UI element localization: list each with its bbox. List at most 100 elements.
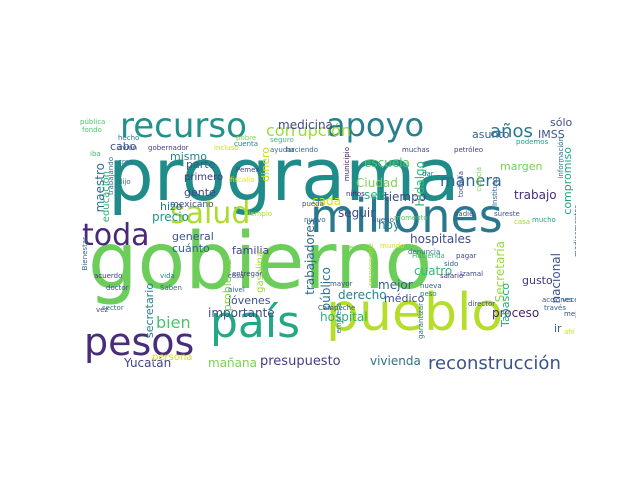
cloud-word: pesos — [84, 320, 195, 364]
cloud-word: hoy — [378, 218, 401, 232]
cloud-word: podemos — [516, 138, 549, 146]
cloud-word: entregar — [232, 270, 263, 278]
cloud-word: Izamal — [460, 270, 484, 278]
cloud-word: tiempo — [384, 190, 427, 204]
cloud-word: proceso — [492, 306, 540, 320]
cloud-word: asunto — [472, 128, 510, 141]
cloud-word: acciones — [542, 296, 573, 304]
cloud-word: ejemplo — [244, 210, 273, 218]
cloud-word: cuánto — [172, 242, 210, 255]
cloud-word: mundo — [380, 242, 405, 250]
cloud-word: casa — [514, 218, 531, 226]
cloud-word: trabajadores — [303, 219, 317, 295]
cloud-word: mexicano — [170, 200, 214, 210]
cloud-word: seis — [364, 188, 388, 202]
cloud-word: programa — [108, 133, 460, 217]
cloud-word: vivienda — [370, 354, 421, 368]
cloud-word: iba — [90, 150, 101, 158]
cloud-word: información — [557, 137, 565, 179]
cloud-word: sureste — [494, 210, 520, 218]
cloud-word: momento — [394, 214, 428, 222]
cloud-word: atención — [342, 244, 373, 252]
cloud-word: sector — [102, 304, 124, 312]
cloud-word: cuatro — [414, 264, 453, 278]
cloud-word: seguro — [270, 136, 294, 144]
cloud-word: manera — [440, 171, 502, 190]
cloud-word: Saben — [160, 284, 182, 292]
cloud-word: niños — [346, 190, 365, 198]
cloud-word: denuncia — [408, 248, 441, 256]
cloud-word: responsable — [367, 243, 375, 286]
cloud-word: muchas — [402, 146, 430, 154]
cloud-word: nueva — [420, 282, 442, 290]
cloud-word: ciencia — [475, 167, 483, 192]
cloud-word: haciendo — [286, 146, 318, 154]
cloud-word: vida — [160, 272, 175, 280]
cloud-word: ir — [554, 322, 562, 335]
cloud-word: pueblo — [326, 283, 504, 343]
cloud-word: dar — [422, 170, 434, 178]
cloud-word: mucho — [532, 216, 556, 224]
cloud-word: general — [172, 230, 214, 243]
cloud-word: mayor — [330, 280, 353, 288]
cloud-word: reconstrucción — [428, 353, 561, 372]
cloud-word: Yucatán — [124, 356, 172, 370]
cloud-word: seguir — [338, 206, 376, 220]
cloud-word: Pemex — [236, 166, 260, 174]
cloud-word: margen — [500, 160, 543, 173]
cloud-word: través — [544, 304, 567, 312]
word-cloud: programa gobierno millones pueblo país pesos r… — [80, 107, 576, 371]
cloud-word: director — [468, 300, 496, 308]
cloud-word: veces — [562, 296, 576, 304]
cloud-word: Bienestar — [81, 237, 89, 271]
cloud-word: Tabasco — [499, 283, 512, 327]
cloud-word: país — [210, 297, 301, 348]
cloud-word: acuerdo — [94, 272, 123, 280]
cloud-word: derecho — [338, 288, 387, 302]
cloud-word: salario — [440, 272, 464, 280]
cloud-word: toda — [82, 218, 150, 253]
cloud-word: cosa — [228, 272, 245, 280]
cloud-word: gobierno — [88, 217, 433, 307]
cloud-word: millones — [310, 189, 503, 243]
cloud-word: jóvenes — [228, 294, 271, 307]
cloud-word: trabajo — [514, 188, 557, 202]
cloud-word: mejor — [378, 278, 413, 292]
cloud-word: nivel — [228, 286, 245, 294]
cloud-word: municipio — [343, 147, 351, 182]
cloud-word: empresa — [335, 303, 343, 334]
cloud-word: Ciudad — [356, 176, 398, 190]
cloud-word: hecho — [118, 134, 140, 142]
cloud-word: hospital — [320, 310, 368, 324]
cloud-word: corrupción — [266, 121, 351, 140]
cloud-word: Hidalgo — [413, 161, 427, 207]
cloud-word: nuevo — [304, 216, 326, 224]
cloud-word: primero — [184, 172, 224, 183]
cloud-word: IMSS — [538, 128, 565, 141]
cloud-word: Campeche — [318, 304, 356, 312]
cloud-word: nadie — [454, 210, 474, 218]
cloud-word: pueda — [302, 200, 324, 208]
cloud-word: presupuesto — [260, 354, 341, 369]
cloud-word: petróleo — [454, 146, 484, 154]
cloud-word: avión — [118, 144, 138, 152]
cloud-word: ahí — [564, 328, 575, 336]
cloud-word: ayudar — [270, 146, 295, 154]
cloud-word: Instituto — [491, 177, 499, 207]
cloud-word: cabo — [110, 140, 137, 153]
cloud-word: hizo — [160, 200, 183, 213]
cloud-word: garantizar — [417, 303, 425, 339]
cloud-word: mejorar — [564, 310, 576, 318]
cloud-word: cuenta — [234, 140, 259, 148]
cloud-word: persona — [152, 352, 193, 363]
cloud-word: todavía — [457, 171, 465, 198]
cloud-word: mismo — [170, 150, 207, 163]
cloud-word: recurso — [120, 107, 247, 146]
cloud-word: Hacienda — [412, 252, 445, 260]
cloud-word: fiscalía — [230, 176, 255, 184]
cloud-word: fondo — [82, 126, 102, 134]
cloud-word: gobernador — [148, 144, 189, 152]
cloud-word: peso — [420, 290, 437, 298]
cloud-word: bien — [156, 313, 191, 332]
cloud-word: hospitales — [410, 232, 472, 246]
